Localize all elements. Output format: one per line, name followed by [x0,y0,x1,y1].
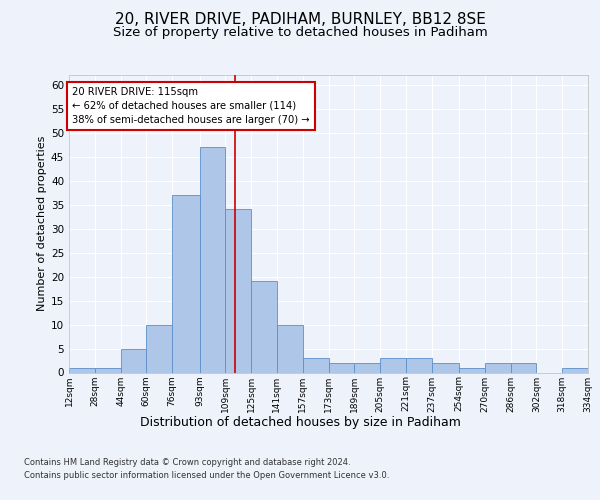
Bar [380,358,406,372]
Bar [485,363,511,372]
Text: Contains public sector information licensed under the Open Government Licence v3: Contains public sector information licen… [24,472,389,480]
Text: 20 RIVER DRIVE: 115sqm
← 62% of detached houses are smaller (114)
38% of semi-de: 20 RIVER DRIVE: 115sqm ← 62% of detached… [72,87,310,125]
Bar [459,368,485,372]
Bar [226,210,251,372]
Bar [303,358,329,372]
Text: Distribution of detached houses by size in Padiham: Distribution of detached houses by size … [140,416,460,429]
Y-axis label: Number of detached properties: Number of detached properties [37,136,47,312]
Text: Contains HM Land Registry data © Crown copyright and database right 2024.: Contains HM Land Registry data © Crown c… [24,458,350,467]
Bar [200,147,226,372]
Bar [95,368,121,372]
Bar [354,363,380,372]
Text: Size of property relative to detached houses in Padiham: Size of property relative to detached ho… [113,26,487,39]
Bar [406,358,431,372]
Bar [251,282,277,372]
Bar [562,368,588,372]
Bar [431,363,459,372]
Bar [69,368,95,372]
Bar [329,363,354,372]
Bar [121,348,146,372]
Bar [511,363,536,372]
Bar [146,324,172,372]
Bar [172,195,200,372]
Text: 20, RIVER DRIVE, PADIHAM, BURNLEY, BB12 8SE: 20, RIVER DRIVE, PADIHAM, BURNLEY, BB12 … [115,12,485,28]
Bar [277,324,303,372]
